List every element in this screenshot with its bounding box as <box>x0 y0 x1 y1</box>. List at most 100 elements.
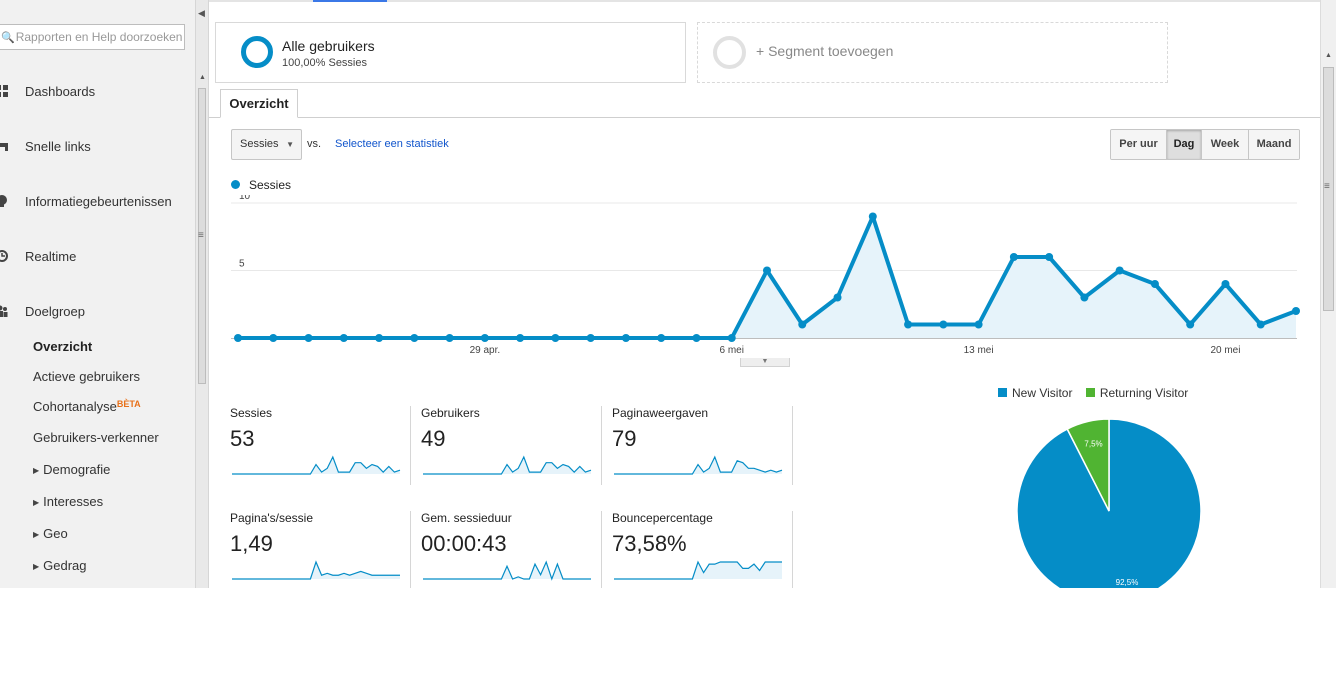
sparkline-area <box>423 562 591 579</box>
scorecard-bounce-rate[interactable]: Bouncepercentage 73,58% <box>612 511 792 588</box>
data-point <box>763 266 771 275</box>
segment-ring-empty-icon <box>713 36 746 69</box>
y-tick-label: 10 <box>239 195 251 202</box>
sparkline-area <box>614 562 782 579</box>
pie-legend: New Visitor Returning Visitor <box>998 386 1188 400</box>
sidebar-subitem-label: Overzicht <box>33 339 93 354</box>
data-point <box>692 334 701 342</box>
page-scrollbar[interactable]: ▲ ≡ <box>1320 0 1336 588</box>
scorecard-divider <box>601 406 602 485</box>
sidebar-item-label: Dashboards <box>25 83 96 99</box>
scorecard-pages-per-session[interactable]: Pagina's/sessie 1,49 <box>230 511 410 588</box>
scorecard-sessions[interactable]: Sessies 53 <box>230 406 410 486</box>
sparkline <box>423 560 591 581</box>
scorecard-pageviews[interactable]: Paginaweergaven 79 <box>612 406 792 486</box>
tab-overview[interactable]: Overzicht <box>220 89 298 118</box>
period-toggle: Per uur Dag Week Maand <box>1110 129 1300 160</box>
data-point <box>868 212 877 221</box>
scorecard-value: 79 <box>612 426 637 451</box>
add-segment-button[interactable]: + Segment toevoegen <box>697 22 1168 83</box>
scroll-up-icon[interactable]: ▲ <box>199 74 206 81</box>
legend-series-name: Sessies <box>249 178 292 192</box>
visitor-pie-chart: 92,5% 7,5% <box>1016 418 1202 588</box>
segment-title: Alle gebruikers <box>282 38 375 54</box>
clock-icon <box>0 250 8 262</box>
sparkline <box>614 560 782 580</box>
scorecard-avg-session-duration[interactable]: Gem. sessieduur 00:00:43 <box>421 511 601 588</box>
sidebar-subitem-overview[interactable]: Overzicht <box>33 339 92 354</box>
metric-select-value: Sessies <box>240 138 279 150</box>
data-point <box>1115 266 1124 275</box>
scorecard-users[interactable]: Gebruikers 49 <box>421 406 601 486</box>
pie-slice-label: 7,5% <box>1084 440 1102 449</box>
sessions-line-chart: 5 10 29 apr. 6 mei 13 mei 20 mei <box>231 195 1300 356</box>
sidebar-subitem-demographics[interactable]: ▶ Demografie <box>33 462 110 477</box>
scorecard-label: Sessies <box>230 406 273 420</box>
sidebar-subitem-label: Gebruikers-verkenner <box>33 430 159 445</box>
sidebar-item-label: Realtime <box>25 248 77 264</box>
page-scrollbar-thumb[interactable] <box>1323 67 1334 311</box>
chart-legend: Sessies <box>231 178 291 192</box>
series-area <box>238 216 1296 338</box>
sidebar-subitem-label: Interesses <box>43 494 104 509</box>
data-point <box>234 334 242 342</box>
sparkline-area <box>232 562 400 579</box>
scorecard-divider <box>410 406 411 485</box>
collapse-sidebar-icon[interactable]: ◀ <box>198 8 205 18</box>
sidebar-subitem-geo[interactable]: ▶ Geo <box>33 526 68 541</box>
scorecard-value: 49 <box>421 426 446 451</box>
sparkline-line <box>614 560 782 580</box>
data-point <box>727 334 736 342</box>
period-month-button[interactable]: Maand <box>1249 130 1299 159</box>
data-point <box>1080 293 1089 302</box>
legend-label-returning: Returning Visitor <box>1099 386 1189 400</box>
search-placeholder: Rapporten en Help doorzoeken <box>15 30 183 44</box>
scorecard-label: Paginaweergaven <box>612 406 709 420</box>
data-point <box>657 334 666 342</box>
data-point <box>269 334 278 342</box>
sidebar-item-dashboards[interactable]: Dashboards <box>0 80 195 102</box>
shortcut-icon <box>0 143 8 151</box>
sparkline-line <box>423 455 592 475</box>
scorecard-value: 73,58% <box>612 531 687 556</box>
sidebar-subitem-interests[interactable]: ▶ Interesses <box>33 494 103 509</box>
sidebar-item-label: Snelle links <box>25 138 91 154</box>
data-point <box>1009 253 1018 261</box>
period-day-button[interactable]: Dag <box>1167 130 1202 159</box>
sidebar-subitem-cohort[interactable]: CohortanalyseBÈTA <box>33 399 141 414</box>
scroll-up-icon[interactable]: ▲ <box>1325 52 1332 59</box>
sidebar-subitem-active-users[interactable]: Actieve gebruikers <box>33 369 140 384</box>
period-hour-button[interactable]: Per uur <box>1111 130 1167 159</box>
data-point <box>410 334 419 342</box>
data-point <box>1221 280 1230 288</box>
scorecard-divider <box>792 406 793 485</box>
chart-resize-handle[interactable]: ▼ <box>740 358 790 367</box>
beta-badge: BÈTA <box>116 399 141 409</box>
sidebar-item-realtime[interactable]: Realtime <box>0 245 195 267</box>
sidebar-subitem-user-explorer[interactable]: Gebruikers-verkenner <box>33 430 159 445</box>
chevron-down-icon: ▼ <box>286 140 294 149</box>
x-tick-label: 29 apr. <box>470 345 501 356</box>
sidebar-subitem-behavior[interactable]: ▶ Gedrag <box>33 558 87 573</box>
segment-all-users[interactable]: Alle gebruikers 100,00% Sessies <box>215 22 686 83</box>
expand-triangle-icon: ▶ <box>33 530 40 539</box>
analytics-screen: 🔍Rapporten en Help doorzoeken Dashboards… <box>0 0 1336 588</box>
metric-select[interactable]: Sessies ▼ <box>231 129 302 160</box>
sparkline-line <box>232 560 400 580</box>
legend-swatch-returning <box>1085 388 1095 398</box>
select-metric-link[interactable]: Selecteer een statistiek <box>335 138 449 150</box>
sidebar-item-audience[interactable]: Doelgroep <box>0 300 195 322</box>
data-point <box>939 320 948 329</box>
legend-swatch <box>231 180 240 190</box>
expand-triangle-icon: ▶ <box>33 498 40 507</box>
data-point <box>904 320 913 329</box>
search-input[interactable]: 🔍Rapporten en Help doorzoeken <box>0 24 185 50</box>
period-week-button[interactable]: Week <box>1202 130 1249 159</box>
sidebar-item-intelligence[interactable]: Informatiegebeurtenissen <box>0 190 195 212</box>
sidebar-item-shortcuts[interactable]: Snelle links <box>0 135 195 157</box>
sidebar-splitter[interactable]: ◀ ▲ ≡ <box>195 0 209 588</box>
sidebar-scrollbar-thumb[interactable] <box>198 88 206 384</box>
data-point <box>445 334 454 342</box>
sidebar-subitem-label: Demografie <box>43 462 111 477</box>
data-point <box>516 334 525 342</box>
